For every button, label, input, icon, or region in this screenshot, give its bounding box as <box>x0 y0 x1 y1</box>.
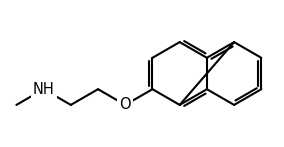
Text: NH: NH <box>33 82 55 97</box>
Text: O: O <box>120 97 131 112</box>
